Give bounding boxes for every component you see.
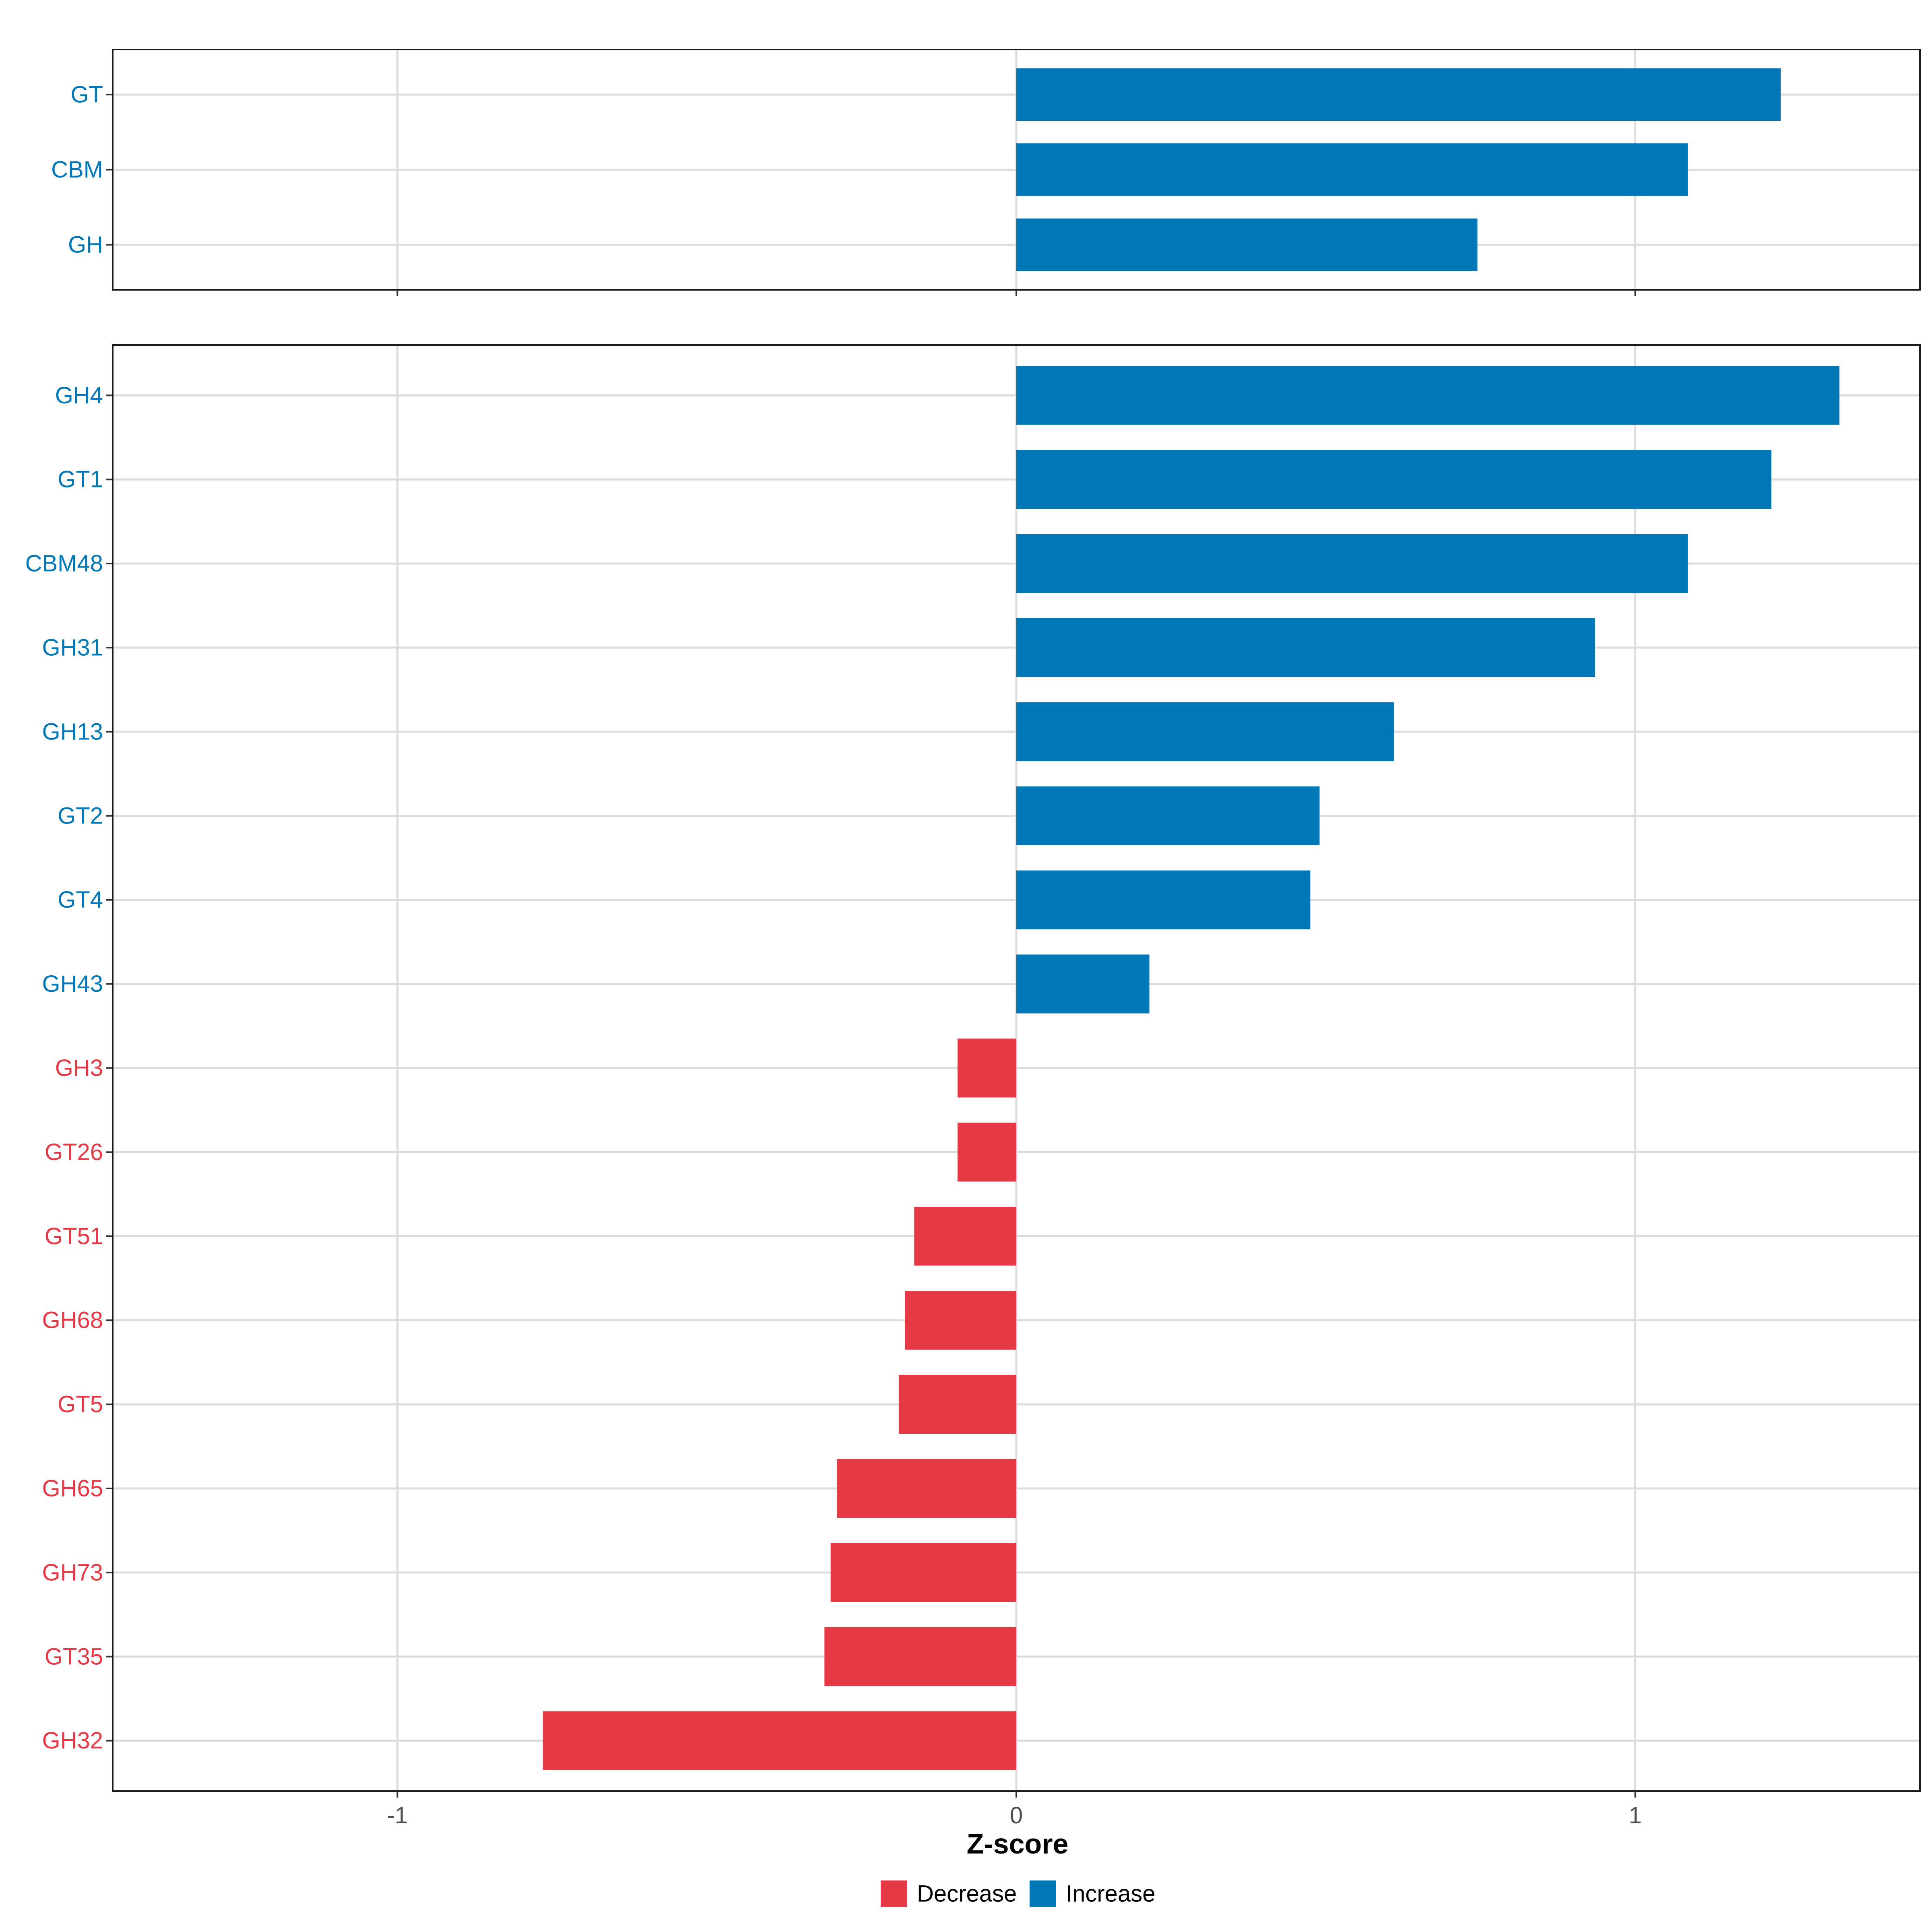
category-label: GH73: [42, 1559, 103, 1585]
category-label: GH3: [55, 1055, 103, 1081]
category-label: GH32: [42, 1728, 103, 1754]
bar: [914, 1207, 1016, 1266]
category-label: GT5: [58, 1391, 103, 1418]
panel-bottom: GH4 GT1 CBM48 GH31 GH13 GT2 GT4 GH43 GH3 GT26 GT51…: [25, 344, 1921, 1798]
bar: [905, 1291, 1016, 1350]
bar: [837, 1459, 1016, 1518]
category-label: GH68: [42, 1307, 103, 1333]
bar: [1016, 68, 1781, 121]
bar: [824, 1627, 1016, 1686]
x-tick-label: -1: [387, 1802, 408, 1829]
panels-layer: GTCBMGHGH4GT1CBM48GH31GH13GT2GT4GH43GH3G…: [25, 49, 1921, 1829]
bar: [1016, 366, 1840, 425]
panel-top: GT CBM GH: [51, 49, 1921, 296]
bar: [1016, 618, 1595, 677]
category-label: GT26: [45, 1139, 103, 1165]
category-label: GT51: [45, 1223, 103, 1249]
category-label: GH13: [42, 718, 103, 745]
category-label: GT1: [58, 466, 103, 493]
category-label: GH31: [42, 635, 103, 661]
category-label: GH: [68, 232, 103, 258]
legend: Decrease Increase: [881, 1880, 1155, 1907]
bar: [1016, 450, 1771, 509]
bar: [898, 1375, 1016, 1434]
legend-swatch-increase: [1030, 1880, 1056, 1907]
legend-label-increase: Increase: [1066, 1881, 1155, 1907]
bar: [1016, 218, 1478, 271]
x-axis-title: Z-score: [967, 1828, 1069, 1860]
bar: [957, 1123, 1016, 1182]
legend-label-decrease: Decrease: [917, 1881, 1017, 1907]
category-label: GT2: [58, 803, 103, 829]
category-label: GH4: [55, 382, 103, 409]
bar: [1016, 143, 1688, 196]
x-tick-label: 1: [1629, 1802, 1642, 1829]
bar: [830, 1543, 1016, 1602]
legend-swatch-decrease: [881, 1880, 907, 1907]
category-label: CBM48: [25, 551, 103, 577]
bar: [957, 1038, 1016, 1098]
category-label: GH65: [42, 1475, 103, 1501]
category-label: GT4: [58, 887, 103, 913]
category-label: GT35: [45, 1643, 103, 1670]
category-label: CBM: [51, 157, 103, 183]
category-label: GT: [70, 81, 103, 107]
bar: [1016, 534, 1688, 593]
bar: [1016, 702, 1394, 762]
bar: [1016, 870, 1311, 929]
bar: [1016, 954, 1150, 1013]
bar: [1016, 786, 1320, 845]
category-label: GH43: [42, 971, 103, 997]
x-tick-label: 0: [1010, 1802, 1023, 1829]
bar: [543, 1711, 1016, 1770]
